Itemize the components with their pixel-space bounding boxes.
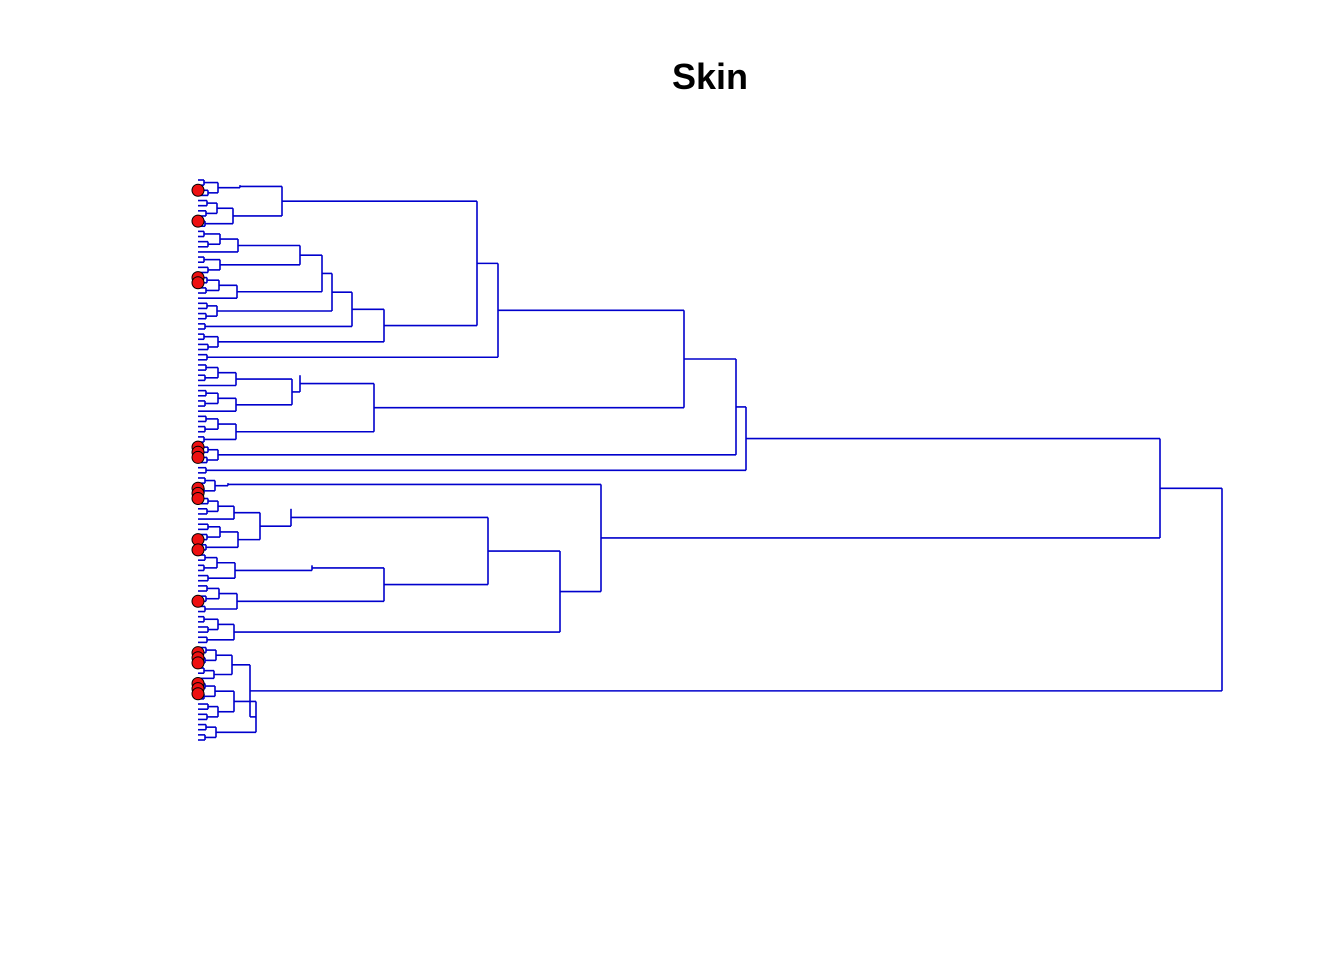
page-title: Skin — [671, 56, 749, 97]
dendrogram-branches — [198, 179, 1223, 741]
leaf-marker — [191, 543, 205, 557]
leaf-marker — [191, 276, 205, 290]
leaf-markers — [191, 183, 205, 701]
leaf-marker — [191, 594, 205, 608]
leaf-marker — [191, 492, 205, 506]
leaf-marker — [191, 656, 205, 670]
leaf-marker — [191, 214, 205, 228]
leaf-marker — [191, 687, 205, 701]
leaf-marker — [191, 450, 205, 464]
leaf-marker — [191, 183, 205, 197]
